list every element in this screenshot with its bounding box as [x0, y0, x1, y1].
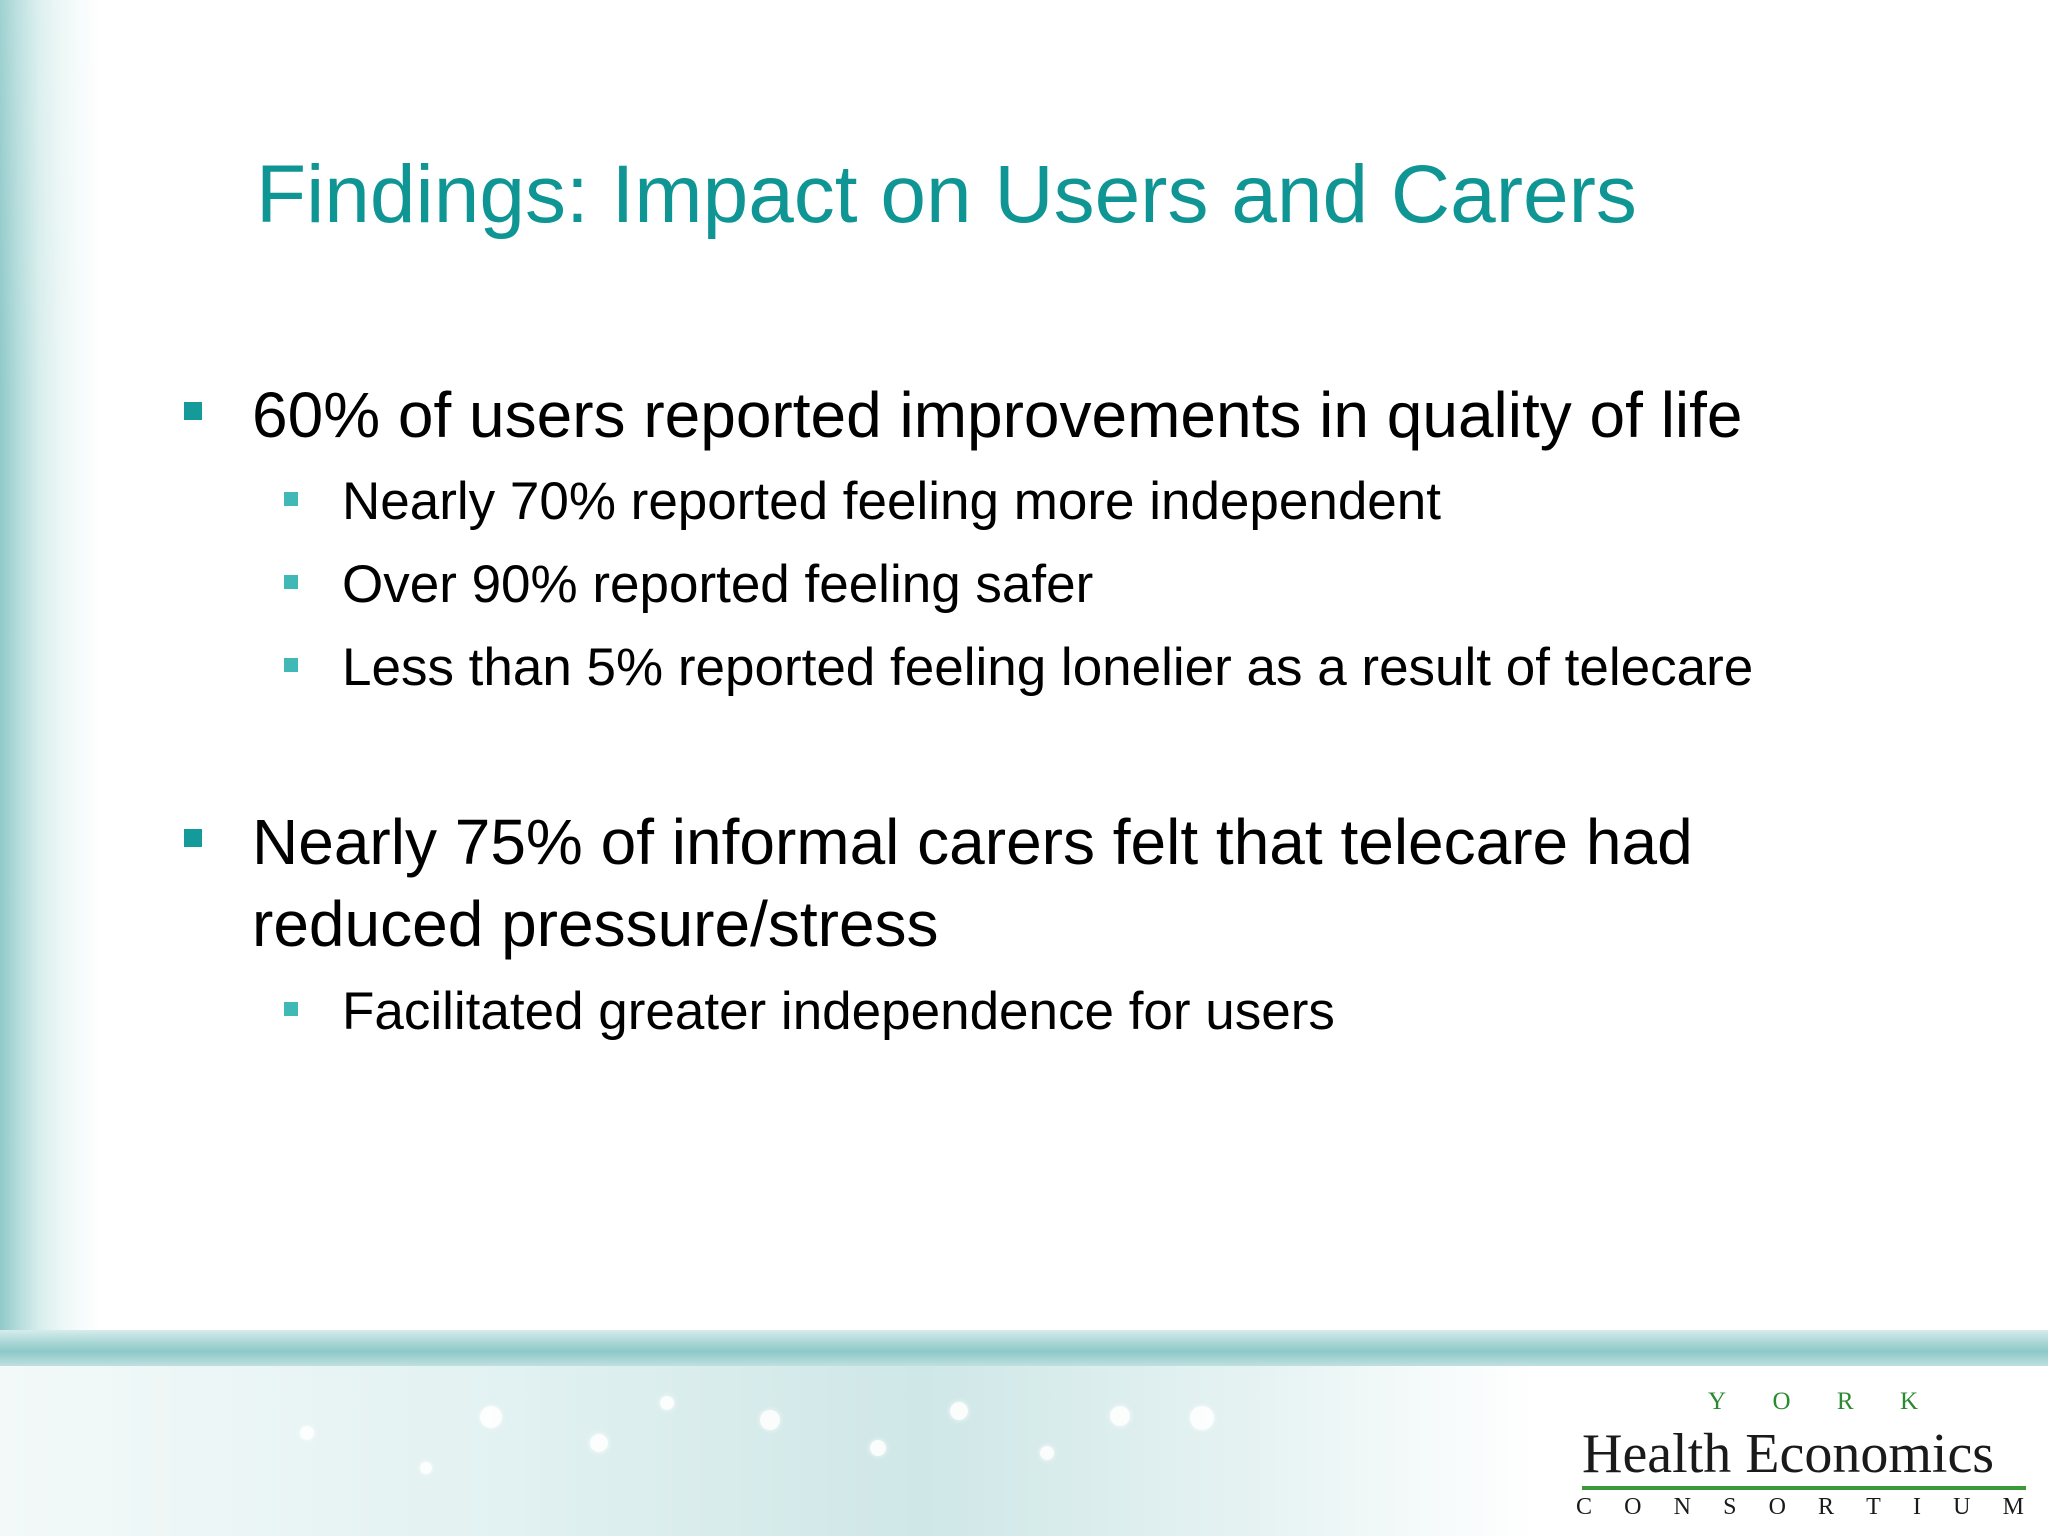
bullet-item: Nearly 75% of informal carers felt that …	[252, 806, 1693, 960]
sub-bullet-marker	[284, 1002, 298, 1016]
bullet-list: 60% of users reported improvements in qu…	[184, 379, 1754, 1041]
decorative-dot	[1040, 1446, 1054, 1460]
decorative-dot	[870, 1440, 886, 1456]
sub-bullet-item: Nearly 70% reported feeling more indepen…	[342, 472, 1441, 531]
decorative-dot	[590, 1434, 608, 1452]
horizontal-decorative-bar	[0, 1330, 2048, 1366]
footer-decorative-band	[0, 1366, 2048, 1536]
logo-top-letters: Y O R K	[1708, 1388, 1918, 1415]
logo-bottom-letters: C O N S O R T I U M	[1576, 1494, 2024, 1520]
slide-title: Findings: Impact on Users and Carers	[256, 149, 1637, 240]
logo-name: Health Economics	[1582, 1423, 1995, 1485]
decorative-dot	[420, 1462, 432, 1474]
decorative-dot	[1190, 1406, 1214, 1430]
bullet-item: 60% of users reported improvements in qu…	[252, 379, 1743, 451]
york-health-economics-consortium-logo: Y O R K Health Economics C O N S O R T I…	[1572, 1380, 2032, 1530]
decorative-dot	[760, 1410, 780, 1430]
decorative-dot	[300, 1426, 314, 1440]
sub-bullet-item: Facilitated greater independence for use…	[342, 982, 1335, 1041]
decorative-dot	[950, 1402, 968, 1420]
sub-bullet-marker	[284, 658, 298, 672]
decorative-dot	[660, 1396, 674, 1410]
sub-bullet-marker	[284, 575, 298, 589]
bullet-marker	[184, 829, 202, 847]
sub-bullet-item: Less than 5% reported feeling lonelier a…	[342, 638, 1754, 697]
decorative-dot	[1110, 1406, 1130, 1426]
decorative-dot	[480, 1406, 502, 1428]
sub-bullet-marker	[284, 492, 298, 506]
sub-bullet-item: Over 90% reported feeling safer	[342, 555, 1094, 614]
left-decorative-bar	[0, 0, 100, 1330]
bullet-marker	[184, 402, 202, 420]
logo-divider	[1582, 1486, 2026, 1490]
